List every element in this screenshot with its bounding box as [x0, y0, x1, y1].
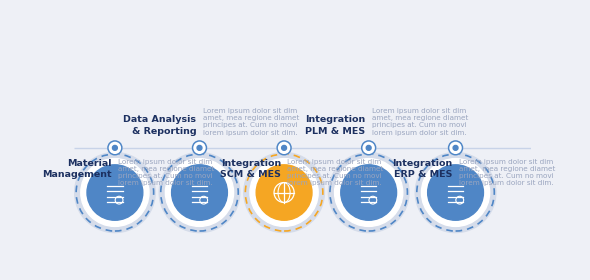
Circle shape	[81, 159, 149, 227]
Circle shape	[415, 153, 496, 233]
Circle shape	[421, 159, 490, 227]
Circle shape	[159, 153, 240, 233]
Circle shape	[87, 165, 143, 220]
Text: Lorem ipsum dolor sit dim
amet, mea regione diamet
principes at. Cum no movi
lor: Lorem ipsum dolor sit dim amet, mea regi…	[372, 108, 468, 136]
Circle shape	[197, 145, 202, 150]
Circle shape	[335, 159, 403, 227]
Circle shape	[362, 141, 376, 155]
Circle shape	[277, 141, 291, 155]
Text: Lorem ipsum dolor sit dim
amet, mea regione diamet
principes at. Cum no movi
lor: Lorem ipsum dolor sit dim amet, mea regi…	[287, 159, 384, 186]
Circle shape	[341, 165, 396, 220]
Circle shape	[281, 145, 287, 150]
Circle shape	[74, 153, 155, 233]
Circle shape	[329, 153, 409, 233]
Circle shape	[453, 145, 458, 150]
Circle shape	[192, 141, 206, 155]
Text: Integration
ERP & MES: Integration ERP & MES	[392, 159, 453, 179]
Text: Integration
SCM & MES: Integration SCM & MES	[220, 159, 281, 179]
Circle shape	[366, 145, 371, 150]
Circle shape	[172, 165, 227, 220]
Text: Material
Management: Material Management	[42, 159, 112, 179]
Circle shape	[165, 159, 234, 227]
Circle shape	[244, 153, 324, 233]
Circle shape	[428, 165, 483, 220]
Circle shape	[108, 141, 122, 155]
Circle shape	[250, 159, 318, 227]
Circle shape	[113, 145, 117, 150]
Text: Lorem ipsum dolor sit dim
amet, mea regione diamet
principes at. Cum no movi
lor: Lorem ipsum dolor sit dim amet, mea regi…	[118, 159, 214, 186]
Text: Lorem ipsum dolor sit dim
amet, mea regione diamet
principes at. Cum no movi
lor: Lorem ipsum dolor sit dim amet, mea regi…	[202, 108, 299, 136]
Text: Lorem ipsum dolor sit dim
amet, mea regione diamet
principes at. Cum no movi
lor: Lorem ipsum dolor sit dim amet, mea regi…	[458, 159, 555, 186]
Circle shape	[448, 141, 463, 155]
Text: Integration
PLM & MES: Integration PLM & MES	[306, 115, 366, 136]
Text: Data Analysis
& Reporting: Data Analysis & Reporting	[123, 115, 196, 136]
Circle shape	[256, 165, 312, 220]
